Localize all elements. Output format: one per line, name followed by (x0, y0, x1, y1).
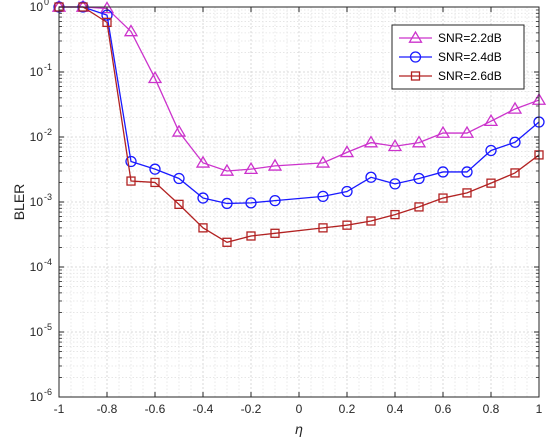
data-point (387, 138, 403, 152)
data-point (197, 192, 209, 204)
data-point (461, 166, 473, 178)
data-point (438, 193, 448, 203)
data-point (486, 178, 496, 188)
y-tick-label: 10 (30, 195, 44, 209)
data-point (150, 177, 160, 188)
y-tick-label: 10 (30, 260, 44, 274)
data-point (246, 231, 256, 241)
data-point (510, 168, 520, 178)
minor-grid (59, 7, 539, 397)
x-tick-label: -0.8 (97, 402, 118, 416)
x-tick-label: 0.6 (435, 402, 452, 416)
data-point (318, 223, 328, 233)
data-point (102, 17, 112, 28)
x-tick-label: 0.2 (339, 402, 356, 416)
data-point (270, 228, 280, 238)
legend-item: SNR=2.6dB (399, 69, 502, 83)
data-point (509, 136, 521, 148)
data-point (414, 202, 424, 212)
data-point (363, 135, 379, 148)
axis-ticks (58, 6, 540, 398)
data-point (123, 24, 139, 37)
x-tick-label: 0.8 (483, 402, 500, 416)
data-point (219, 163, 235, 176)
x-tick-label: 1 (536, 402, 543, 416)
data-point (365, 171, 377, 183)
data-point (342, 220, 352, 230)
data-point (411, 135, 427, 148)
legend-item: SNR=2.4dB (399, 50, 502, 64)
data-point (174, 199, 184, 210)
data-point (243, 161, 259, 175)
legend-marker (409, 51, 422, 63)
x-axis-title: η (295, 421, 303, 437)
data-point (147, 71, 163, 84)
data-point (126, 176, 136, 186)
x-tick-labels: -1 -0.8 -0.6 -0.4 -0.2 0 0.2 0.4 0.6 0.8 1 (54, 402, 543, 416)
data-point (99, 1, 115, 14)
data-point (462, 188, 472, 198)
y-tick-label: 10 (30, 65, 44, 79)
data-point (437, 166, 449, 178)
data-point (222, 237, 232, 247)
data-point (317, 190, 329, 203)
data-point (507, 101, 523, 114)
y-axis-title: BLER (11, 184, 27, 221)
data-point (125, 155, 137, 168)
data-point (267, 158, 283, 171)
y-tick-exponent: -3 (44, 192, 52, 202)
legend-label: SNR=2.6dB (438, 69, 502, 83)
data-point (173, 172, 185, 185)
data-point (245, 197, 257, 209)
legend-marker (410, 71, 421, 81)
x-tick-label: -0.4 (193, 402, 214, 416)
data-point (483, 113, 499, 127)
x-tick-label: 0.4 (387, 402, 404, 416)
data-point (389, 178, 401, 190)
y-tick-label: 10 (30, 390, 44, 404)
data-point (195, 155, 211, 168)
legend-item: SNR=2.2dB (399, 30, 502, 45)
x-tick-label: -0.2 (241, 402, 262, 416)
y-tick-exponent: -2 (44, 127, 52, 137)
data-point (341, 185, 353, 198)
y-tick-label: 10 (30, 325, 44, 339)
y-tick-exponent: -4 (44, 257, 52, 267)
legend: SNR=2.2dB SNR=2.4dB SNR=2.6dB (391, 24, 525, 90)
data-point (485, 144, 497, 157)
x-tick-label: -1 (54, 402, 65, 416)
data-point (435, 125, 451, 138)
data-point (366, 216, 376, 226)
legend-label: SNR=2.4dB (438, 50, 502, 64)
data-point (198, 223, 208, 233)
data-point (390, 209, 400, 220)
y-tick-exponent: -1 (44, 62, 52, 72)
data-point (171, 124, 187, 137)
data-point (459, 125, 475, 138)
y-tick-label: 10 (30, 130, 44, 144)
y-tick-label: 10 (30, 0, 44, 14)
data-point (149, 163, 161, 175)
x-tick-label: -0.6 (145, 402, 166, 416)
data-point (315, 155, 331, 168)
legend-label: SNR=2.2dB (438, 31, 502, 45)
series-line (59, 6, 540, 205)
y-tick-exponent: -5 (44, 322, 52, 332)
x-tick-label: 0 (296, 402, 303, 416)
data-point (269, 194, 281, 207)
data-point (413, 172, 425, 185)
y-tick-exponent: 0 (44, 0, 49, 7)
legend-marker (408, 30, 423, 43)
data-point (221, 197, 233, 210)
data-point (339, 145, 355, 158)
y-tick-exponent: -6 (44, 387, 52, 397)
